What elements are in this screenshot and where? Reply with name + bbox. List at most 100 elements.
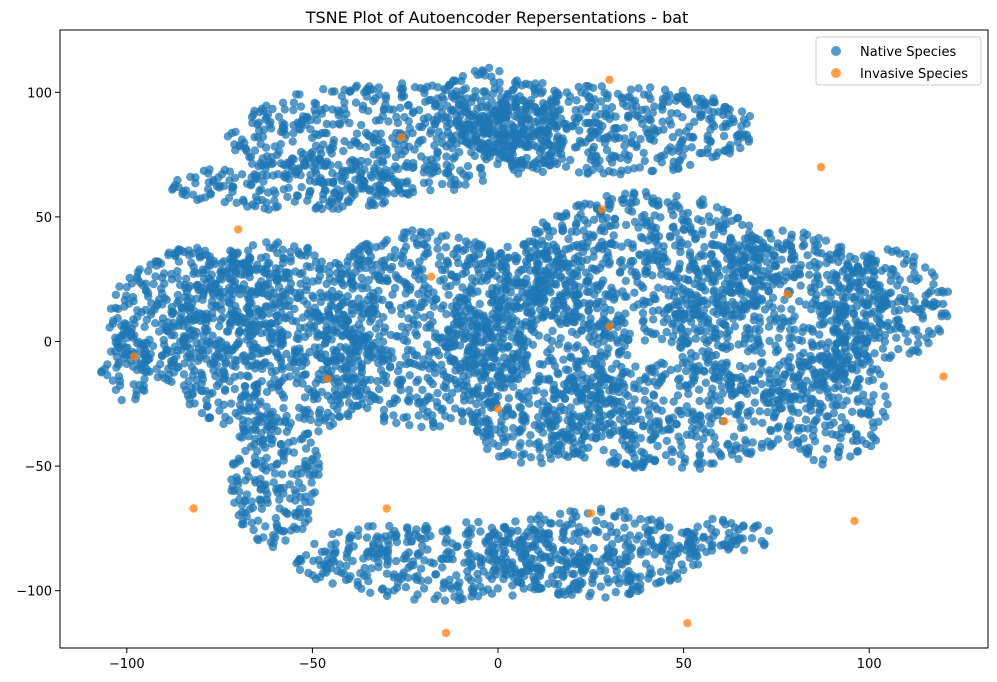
native-point [739, 271, 748, 280]
native-point [495, 67, 504, 76]
native-point [404, 117, 413, 126]
native-point [400, 146, 410, 156]
native-point [588, 83, 598, 93]
native-point [317, 105, 326, 115]
native-point [208, 331, 217, 340]
native-point [731, 255, 740, 264]
native-point [627, 137, 636, 147]
native-point [797, 336, 807, 345]
native-point [267, 439, 276, 448]
native-point [387, 305, 397, 315]
native-point [206, 190, 215, 199]
native-point [553, 257, 562, 266]
native-point [456, 359, 466, 369]
native-point [140, 338, 149, 348]
native-point [747, 245, 756, 255]
native-point [302, 262, 312, 271]
native-point [621, 309, 630, 318]
native-point [574, 282, 584, 292]
native-point [532, 440, 541, 449]
native-point [198, 295, 207, 304]
native-point [392, 418, 401, 428]
native-point [607, 195, 617, 204]
native-point [396, 303, 406, 313]
native-point [735, 129, 745, 138]
native-point [388, 290, 397, 299]
native-point [432, 398, 442, 407]
native-point [256, 397, 265, 406]
native-point [151, 272, 160, 281]
native-point [447, 271, 456, 280]
native-point [520, 279, 529, 288]
native-point [455, 341, 465, 350]
native-point [493, 312, 503, 321]
native-point [744, 137, 754, 146]
native-point [328, 419, 338, 428]
native-point [664, 97, 673, 106]
native-point [163, 345, 172, 354]
native-point [441, 243, 451, 252]
native-point [555, 135, 564, 144]
native-point [547, 117, 556, 127]
native-point [167, 377, 176, 386]
native-point [242, 319, 251, 328]
native-point [785, 352, 795, 362]
native-point [184, 246, 193, 255]
native-point [581, 89, 590, 98]
native-point [277, 448, 286, 458]
native-point [178, 321, 187, 330]
native-point [670, 198, 679, 207]
native-point [650, 294, 659, 304]
native-point [348, 342, 358, 352]
native-point [444, 342, 454, 351]
native-point [352, 385, 361, 394]
native-point [437, 406, 446, 415]
native-point [414, 361, 423, 370]
native-point [469, 252, 479, 261]
native-point [424, 178, 434, 187]
native-point [204, 346, 213, 355]
native-point [323, 391, 332, 400]
native-point [730, 300, 739, 309]
native-point [714, 107, 723, 117]
native-point [317, 387, 326, 397]
native-point [351, 98, 361, 107]
native-point [487, 97, 496, 106]
native-point [236, 371, 245, 380]
native-point [524, 399, 534, 408]
native-point [701, 378, 710, 387]
native-point [357, 120, 366, 130]
native-point [238, 352, 247, 361]
native-point [180, 342, 189, 351]
native-point [322, 119, 331, 129]
native-point [413, 375, 423, 384]
native-point [251, 476, 260, 485]
native-point [537, 89, 546, 98]
native-point [308, 277, 318, 286]
native-point [756, 252, 765, 261]
native-point [342, 365, 352, 374]
native-point [205, 413, 214, 422]
native-point [636, 134, 645, 144]
native-point [174, 183, 183, 192]
native-point [411, 267, 420, 276]
native-point [635, 163, 645, 172]
native-point [249, 110, 258, 119]
native-point [273, 426, 282, 436]
native-point [620, 149, 630, 158]
native-point [523, 133, 533, 142]
native-point [290, 288, 300, 298]
native-point [228, 290, 237, 299]
native-point [243, 202, 252, 211]
native-point [328, 168, 337, 178]
native-point [423, 407, 432, 417]
native-point [228, 256, 237, 265]
native-point [581, 119, 590, 128]
native-point [118, 349, 127, 358]
native-point [279, 185, 288, 194]
native-point [130, 319, 139, 328]
native-point [155, 327, 164, 336]
native-point [697, 282, 706, 292]
native-point [434, 351, 444, 360]
native-point [469, 337, 479, 346]
